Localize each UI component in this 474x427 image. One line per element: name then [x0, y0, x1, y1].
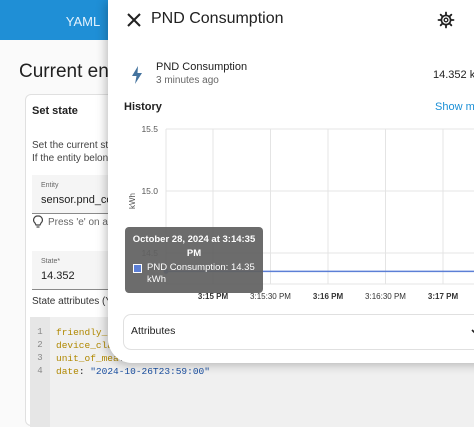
entity-field-label: Entity	[41, 182, 59, 189]
code-key: unit_of_mea	[56, 353, 119, 364]
y-axis-label: kWh	[128, 193, 137, 209]
state-field-label: State*	[41, 258, 60, 265]
x-axis-ticks: 3:15 PM 3:15:30 PM 3:16 PM 3:16:30 PM 3:17 P…	[198, 292, 459, 301]
line-number: 3	[30, 352, 50, 365]
chart-tooltip: October 28, 2024 at 3:14:35 PM PND Consu…	[125, 227, 263, 293]
card-description: Set the current sta If the entity belong	[32, 139, 114, 165]
x-tick-label: 3:15:30 PM	[250, 292, 291, 301]
code-key: friendly_n	[56, 327, 113, 338]
tooltip-date: October 28, 2024 at 3:14:35 PM	[125, 233, 263, 261]
attributes-expander[interactable]: Attributes	[123, 314, 474, 350]
tooltip-value: PND Consumption: 14.35 kWh	[147, 262, 259, 286]
tooltip-series-swatch	[133, 264, 142, 273]
description-line-1: Set the current sta	[32, 140, 114, 151]
x-tick-label: 3:16:30 PM	[365, 292, 406, 301]
hint-text: Press 'e' on an	[48, 217, 114, 228]
description-line-2: If the entity belong	[32, 153, 114, 164]
line-number: 1	[30, 326, 50, 339]
line-number: 4	[30, 365, 50, 378]
y-tick-label: 15.5	[141, 124, 158, 134]
x-tick-label: 3:16 PM	[313, 292, 344, 301]
tooltip-date-line-2: PM	[125, 247, 263, 261]
tooltip-date-line-1: October 28, 2024 at 3:14:35	[125, 233, 263, 247]
code-key: date	[56, 366, 79, 377]
tooltip-value-line-1: PND Consumption: 14.35	[147, 262, 259, 274]
attributes-label: Attributes	[131, 325, 175, 337]
more-info-dialog: PND Consumption PND Consumption 3 minute…	[108, 0, 474, 363]
code-key: device_cla	[56, 340, 113, 351]
code-value: "2024-10-26T23:59:00"	[90, 366, 210, 377]
card-title: Set state	[32, 105, 78, 117]
chevron-down-icon	[469, 325, 474, 339]
line-numbers: 1 2 3 4	[30, 317, 50, 427]
y-tick-label: 15.0	[141, 186, 158, 196]
state-attributes-title: State attributes (YA	[32, 296, 118, 307]
lightbulb-icon	[33, 215, 43, 229]
x-tick-label: 3:15 PM	[198, 292, 229, 301]
line-number: 2	[30, 339, 50, 352]
tooltip-value-line-2: kWh	[147, 274, 259, 286]
state-field-value: 14.352	[41, 270, 75, 282]
x-tick-label: 3:17 PM	[428, 292, 459, 301]
